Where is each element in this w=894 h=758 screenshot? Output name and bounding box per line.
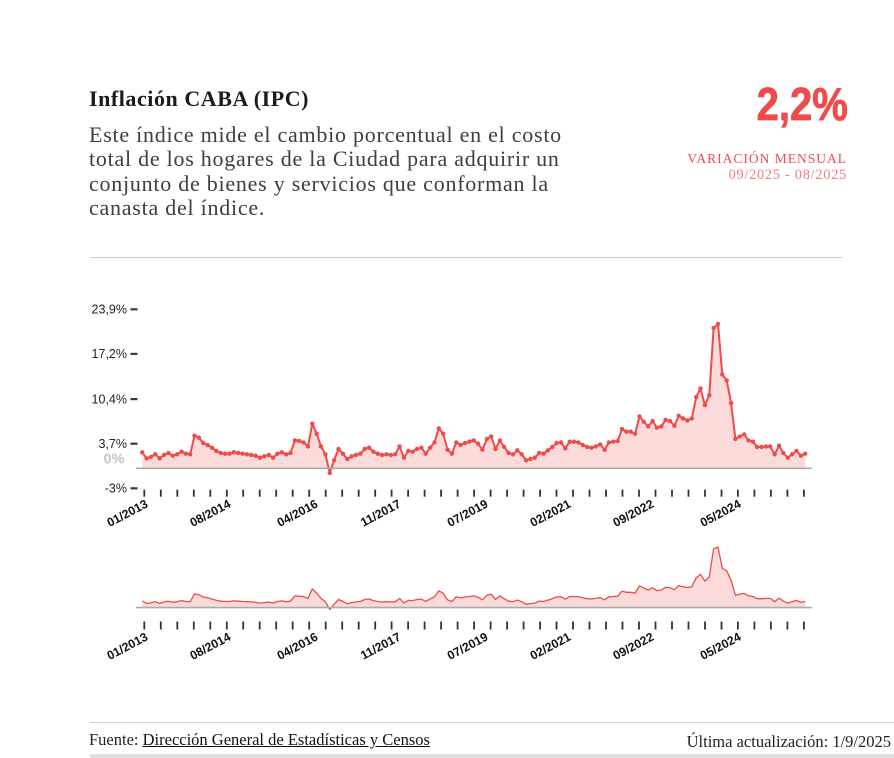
svg-text:05/2024: 05/2024 [698, 497, 744, 530]
svg-text:05/2024: 05/2024 [698, 630, 744, 663]
svg-text:08/2014: 08/2014 [188, 497, 234, 530]
svg-text:3,7%: 3,7% [99, 437, 128, 451]
svg-text:02/2021: 02/2021 [528, 497, 574, 530]
svg-text:07/2019: 07/2019 [445, 630, 491, 663]
svg-text:04/2016: 04/2016 [275, 630, 321, 663]
svg-text:09/2022: 09/2022 [611, 630, 657, 663]
svg-text:17,2%: 17,2% [92, 347, 127, 361]
svg-text:11/2017: 11/2017 [358, 497, 403, 530]
svg-text:01/2013: 01/2013 [105, 497, 151, 530]
svg-text:09/2022: 09/2022 [611, 497, 657, 530]
svg-text:07/2019: 07/2019 [445, 497, 491, 530]
svg-text:23,9%: 23,9% [92, 303, 127, 317]
svg-text:02/2021: 02/2021 [528, 630, 574, 663]
svg-text:04/2016: 04/2016 [275, 497, 321, 530]
svg-text:11/2017: 11/2017 [358, 630, 403, 663]
svg-text:10,4%: 10,4% [92, 392, 127, 406]
svg-text:0%: 0% [104, 451, 125, 467]
svg-text:08/2014: 08/2014 [188, 630, 234, 663]
svg-text:01/2013: 01/2013 [105, 630, 151, 663]
svg-text:-3%: -3% [105, 482, 127, 496]
